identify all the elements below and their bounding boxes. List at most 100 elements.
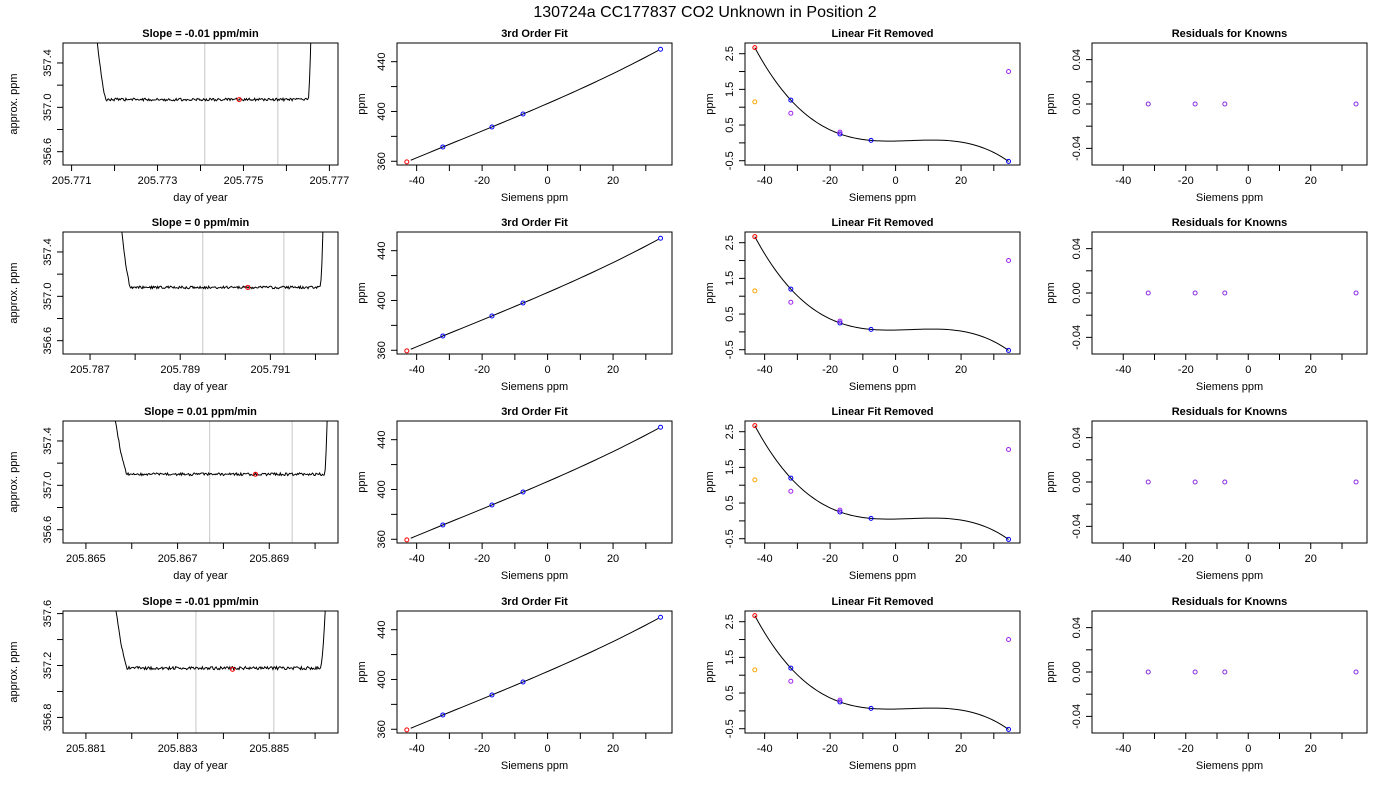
y-tick-label: 400	[376, 102, 388, 120]
panel-title: Residuals for Knowns	[1172, 28, 1288, 40]
known-point	[440, 712, 446, 718]
x-tick-label: 20	[1305, 364, 1317, 376]
y-tick-label: 360	[376, 720, 388, 738]
known-point	[1006, 347, 1012, 353]
residual-curve	[754, 615, 1009, 730]
y-axis-label: ppm	[356, 93, 368, 114]
x-tick-label: 0	[893, 553, 899, 565]
fit-curve	[410, 618, 659, 729]
x-tick-label: 20	[607, 175, 619, 187]
plot-area	[404, 46, 664, 165]
y-tick-label: 0.04	[1071, 238, 1083, 259]
unknown-point-orange	[752, 477, 758, 483]
plot-frame	[1091, 610, 1368, 734]
panel-residuals-r3: Residuals for Knowns -40 -20 0 20 -0.04 0.00 0.…	[1045, 406, 1368, 582]
x-tick-label: 0	[545, 364, 551, 376]
y-axis-label: approx. ppm	[8, 641, 20, 702]
known-point	[404, 537, 410, 543]
x-tick-label: 0	[893, 364, 899, 376]
y-tick-label: 0.5	[724, 306, 736, 321]
unknown-point-violet	[1006, 637, 1012, 643]
y-tick-label: 1.5	[724, 650, 736, 665]
known-point	[520, 489, 526, 495]
y-tick-label: 357.4	[42, 427, 54, 455]
x-axis-label: Siemens ppm	[849, 760, 916, 772]
known-point	[520, 679, 526, 685]
plot-area	[404, 424, 664, 543]
x-tick-label: -40	[757, 553, 773, 565]
x-axis-label: Siemens ppm	[501, 570, 568, 582]
y-axis-label: ppm	[1045, 93, 1057, 114]
y-axis-label: ppm	[704, 93, 716, 114]
known-point	[1006, 726, 1012, 732]
x-axis-label: day of year	[173, 570, 228, 582]
y-axis-label: ppm	[356, 282, 368, 303]
x-tick-label: -20	[474, 364, 490, 376]
y-tick-label: 357.0	[42, 283, 54, 311]
panel-linear-removed-r1: Linear Fit Removed -40 -20 0 20 -0.5 0.5 1.5 2.5…	[704, 28, 1021, 204]
y-tick-label: -0.04	[1071, 325, 1083, 350]
x-tick-label: -40	[757, 364, 773, 376]
y-tick-label: 440	[376, 241, 388, 259]
y-tick-label: 2.5	[724, 235, 736, 250]
panel-fit-r4: 3rd Order Fit -40 -20 0 20 360 400 440 Siemens p…	[356, 596, 673, 772]
plot-area	[96, 43, 312, 103]
y-tick-label: 1.5	[724, 271, 736, 286]
known-point	[837, 320, 843, 326]
plot-area	[1145, 479, 1359, 485]
panel-title: 3rd Order Fit	[501, 596, 568, 608]
y-tick-label: 360	[376, 341, 388, 359]
y-tick-label: 440	[376, 620, 388, 638]
x-tick-label: 0	[1245, 743, 1251, 755]
x-axis-label: Siemens ppm	[849, 381, 916, 393]
known-point	[404, 727, 410, 733]
plot-frame	[62, 42, 339, 166]
x-tick-label: 20	[607, 743, 619, 755]
known-point	[752, 613, 758, 619]
x-tick-label: -20	[1178, 364, 1194, 376]
x-tick-label: 0	[893, 175, 899, 187]
y-axis-label: ppm	[704, 661, 716, 682]
x-tick-label: 0	[1245, 553, 1251, 565]
panel-residuals-r1: Residuals for Knowns -40 -20 0 20 -0.04 0.00 0.…	[1045, 28, 1368, 204]
plot-area	[404, 235, 664, 354]
x-tick-label: -40	[1115, 364, 1131, 376]
y-tick-label: 360	[376, 530, 388, 548]
known-point	[489, 692, 495, 698]
panel-title: Residuals for Knowns	[1172, 217, 1288, 229]
panel-title: Slope = 0.01 ppm/min	[144, 406, 257, 418]
y-tick-label: -0.5	[724, 340, 736, 359]
known-point	[658, 424, 664, 430]
panel-fit-r3: 3rd Order Fit -40 -20 0 20 360 400 440 Siemens p…	[356, 406, 673, 582]
residual-point	[1353, 479, 1359, 485]
plot-area	[121, 232, 324, 290]
panel-title: Slope = 0 ppm/min	[152, 217, 250, 229]
x-tick-label: -40	[757, 743, 773, 755]
x-tick-label: 205.869	[249, 553, 289, 565]
x-tick-label: -20	[1178, 175, 1194, 187]
y-axis-label: ppm	[704, 282, 716, 303]
x-tick-label: -20	[474, 553, 490, 565]
plot-area	[1145, 290, 1359, 296]
residual-point	[1353, 101, 1359, 107]
x-tick-label: 20	[955, 553, 967, 565]
x-tick-label: 0	[893, 743, 899, 755]
plot-frame	[1091, 42, 1368, 166]
known-point	[440, 144, 446, 150]
x-tick-label: -20	[822, 364, 838, 376]
residual-point	[1353, 669, 1359, 675]
x-axis-label: Siemens ppm	[849, 192, 916, 204]
x-tick-label: -40	[757, 175, 773, 187]
x-axis-label: Siemens ppm	[849, 570, 916, 582]
plot-frame	[1091, 231, 1368, 355]
panel-title: Linear Fit Removed	[831, 406, 933, 418]
panel-title: Slope = -0.01 ppm/min	[142, 596, 259, 608]
y-tick-label: 2.5	[724, 46, 736, 61]
known-point	[868, 326, 874, 332]
y-tick-label: 400	[376, 480, 388, 498]
y-axis-label: ppm	[356, 471, 368, 492]
x-tick-label: -40	[1115, 175, 1131, 187]
plot-frame	[396, 420, 673, 544]
y-tick-label: 400	[376, 291, 388, 309]
known-point	[788, 665, 794, 671]
